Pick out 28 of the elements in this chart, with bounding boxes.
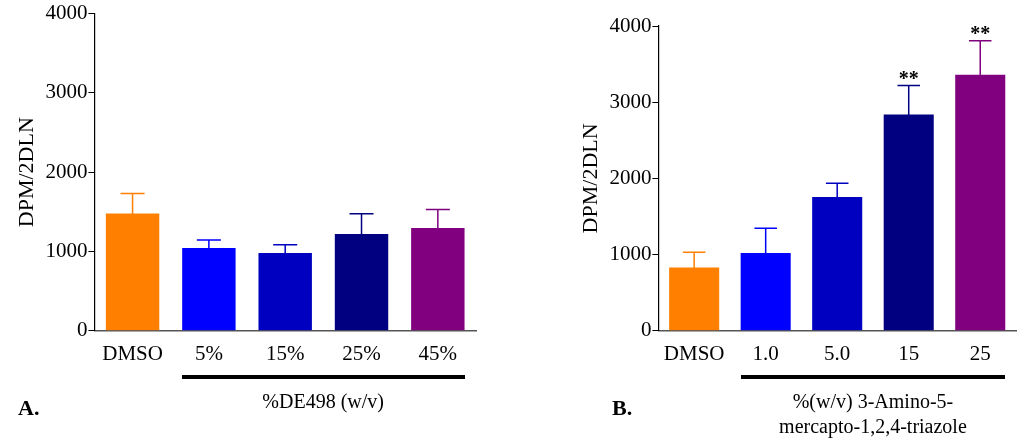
y-tick-label: 0 xyxy=(76,317,88,342)
y-axis-title: DPM/2DLN xyxy=(576,123,602,234)
x-tick-label: 25% xyxy=(342,340,381,365)
x-tick-label: 25 xyxy=(969,340,991,365)
y-tick-label: 3000 xyxy=(609,88,652,113)
x-tick-label: DMSO xyxy=(102,340,163,365)
x-axis-title: %DE498 (w/v) xyxy=(262,388,384,414)
text: A. xyxy=(18,395,40,421)
annotation: ** xyxy=(970,22,991,45)
x-axis-title: %(w/v) 3-Amino-5-mercapto-1,2,4-triazole xyxy=(778,388,968,439)
x-tick-label: 15% xyxy=(265,340,305,365)
annotation: ** xyxy=(898,66,919,89)
y-tick-label: 0 xyxy=(640,317,652,342)
y-tick-label: 4000 xyxy=(609,12,652,37)
y-axis-title: DPM/2DLN xyxy=(12,117,38,228)
y-tick-label: 1000 xyxy=(609,241,652,266)
y-tick-label: 2000 xyxy=(609,164,652,189)
x-tick-label: 5.0 xyxy=(824,340,851,365)
y-tick-label: 2000 xyxy=(45,158,88,183)
y-tick-label: 1000 xyxy=(45,238,88,263)
y-tick-label: 4000 xyxy=(45,0,88,25)
text: B. xyxy=(612,395,633,421)
x-tick-label: 15 xyxy=(898,340,920,365)
x-tick-label: 5% xyxy=(194,340,223,365)
y-tick-label: 3000 xyxy=(45,79,88,104)
x-tick-label: 45% xyxy=(418,340,458,365)
x-tick-label: DMSO xyxy=(663,340,725,365)
x-tick-label: 1.0 xyxy=(752,340,779,365)
